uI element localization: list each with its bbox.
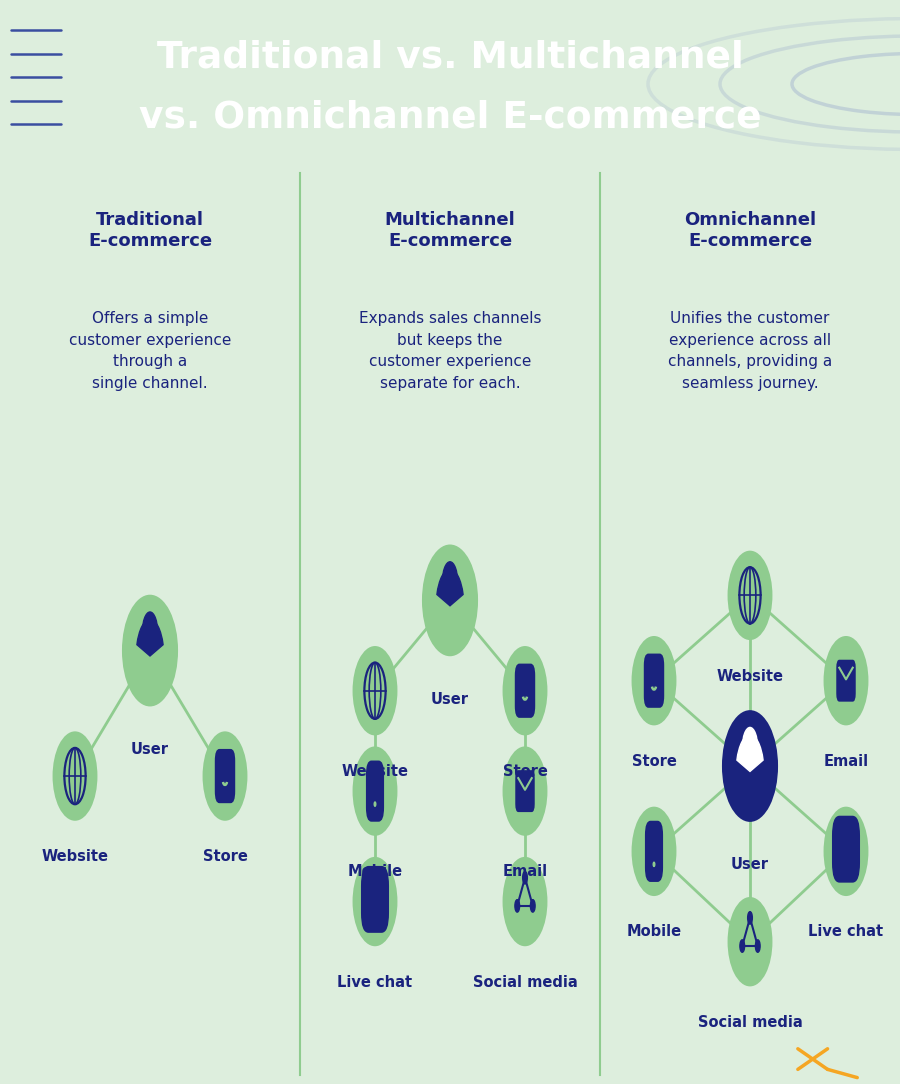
Ellipse shape xyxy=(122,595,178,707)
Ellipse shape xyxy=(202,732,248,821)
FancyBboxPatch shape xyxy=(366,761,384,822)
Text: Traditional
E-commerce: Traditional E-commerce xyxy=(88,211,212,249)
FancyBboxPatch shape xyxy=(516,770,535,812)
FancyBboxPatch shape xyxy=(832,816,860,882)
Text: Mobile: Mobile xyxy=(626,925,681,940)
Circle shape xyxy=(374,802,376,806)
Text: Website: Website xyxy=(341,764,409,779)
Text: Store: Store xyxy=(632,753,677,769)
Ellipse shape xyxy=(502,747,547,836)
Ellipse shape xyxy=(727,551,772,640)
FancyBboxPatch shape xyxy=(361,866,389,933)
Text: Store: Store xyxy=(502,764,547,779)
Circle shape xyxy=(523,872,527,883)
Ellipse shape xyxy=(52,732,97,821)
Text: Mobile: Mobile xyxy=(347,864,402,879)
Text: vs. Omnichannel E-commerce: vs. Omnichannel E-commerce xyxy=(139,100,761,136)
Circle shape xyxy=(755,940,760,952)
Circle shape xyxy=(740,940,744,952)
Text: Email: Email xyxy=(824,753,868,769)
Text: Website: Website xyxy=(41,849,109,864)
Text: Multichannel
E-commerce: Multichannel E-commerce xyxy=(384,211,516,249)
Ellipse shape xyxy=(502,646,547,735)
FancyBboxPatch shape xyxy=(215,749,235,803)
Text: Social media: Social media xyxy=(698,1015,803,1030)
Ellipse shape xyxy=(824,806,868,896)
FancyBboxPatch shape xyxy=(645,821,663,882)
Text: Store: Store xyxy=(202,849,248,864)
Circle shape xyxy=(515,900,519,912)
Text: Unifies the customer
experience across all
channels, providing a
seamless journe: Unifies the customer experience across a… xyxy=(668,311,832,391)
Ellipse shape xyxy=(824,636,868,725)
Text: User: User xyxy=(131,743,169,757)
Circle shape xyxy=(742,727,758,769)
Text: Live chat: Live chat xyxy=(808,925,884,940)
Polygon shape xyxy=(842,863,848,869)
Circle shape xyxy=(443,562,457,603)
Text: User: User xyxy=(731,857,769,873)
Ellipse shape xyxy=(502,856,547,946)
Ellipse shape xyxy=(632,636,677,725)
FancyBboxPatch shape xyxy=(515,663,536,718)
FancyBboxPatch shape xyxy=(836,660,856,701)
Ellipse shape xyxy=(727,896,772,986)
Ellipse shape xyxy=(353,747,398,836)
Text: Live chat: Live chat xyxy=(338,975,412,990)
Text: Expands sales channels
but keeps the
customer experience
separate for each.: Expands sales channels but keeps the cus… xyxy=(359,311,541,391)
Ellipse shape xyxy=(632,806,677,896)
Text: Social media: Social media xyxy=(472,975,578,990)
Text: Traditional vs. Multichannel: Traditional vs. Multichannel xyxy=(157,39,743,75)
Circle shape xyxy=(142,612,157,653)
FancyBboxPatch shape xyxy=(644,654,664,708)
Text: Offers a simple
customer experience
through a
single channel.: Offers a simple customer experience thro… xyxy=(68,311,231,391)
Ellipse shape xyxy=(722,710,778,822)
Text: Email: Email xyxy=(502,864,547,879)
Ellipse shape xyxy=(353,646,398,735)
Wedge shape xyxy=(737,735,763,772)
Text: Website: Website xyxy=(716,669,784,684)
Circle shape xyxy=(653,862,655,866)
Text: Omnichannel
E-commerce: Omnichannel E-commerce xyxy=(684,211,816,249)
Polygon shape xyxy=(372,913,376,920)
Wedge shape xyxy=(436,569,464,606)
Wedge shape xyxy=(137,619,163,656)
Ellipse shape xyxy=(353,856,398,946)
Ellipse shape xyxy=(422,544,478,656)
Text: User: User xyxy=(431,692,469,707)
Circle shape xyxy=(530,900,536,912)
Circle shape xyxy=(748,912,752,924)
